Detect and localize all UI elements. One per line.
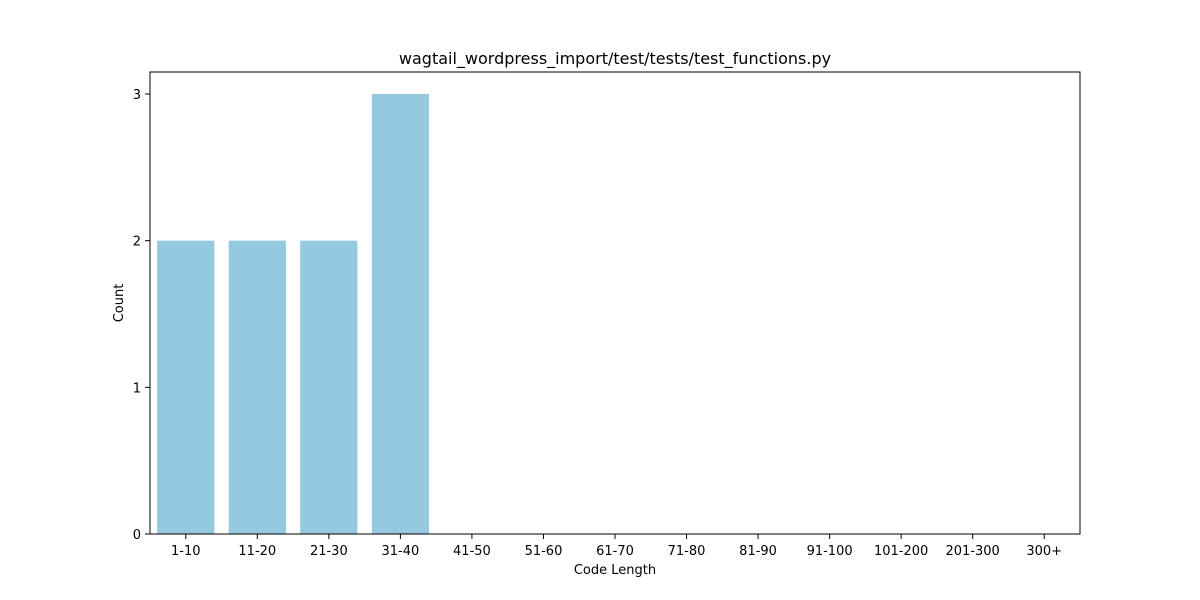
x-tick-label: 41-50 <box>453 544 491 559</box>
x-tick-label: 101-200 <box>874 544 928 559</box>
x-axis: 1-10 11-20 21-30 31-40 41-50 51-60 61-70 71-80 8… <box>171 534 1062 559</box>
y-tick-label: 3 <box>133 88 141 103</box>
bar-31-40 <box>371 94 429 534</box>
chart-title: wagtail_wordpress_import/test/tests/test… <box>399 49 831 69</box>
x-tick-label: 61-70 <box>596 544 634 559</box>
bar-1-10 <box>157 240 215 534</box>
bar-21-30 <box>300 240 358 534</box>
x-tick-label: 91-100 <box>807 544 853 559</box>
y-tick-label: 2 <box>133 235 141 250</box>
x-tick-label: 31-40 <box>381 544 419 559</box>
x-tick-label: 51-60 <box>525 544 563 559</box>
y-axis: 0 1 2 3 <box>133 88 150 543</box>
x-tick-label: 11-20 <box>238 544 276 559</box>
y-axis-label: Count <box>112 284 127 323</box>
x-tick-label: 1-10 <box>171 544 201 559</box>
x-axis-label: Code Length <box>574 563 656 578</box>
x-tick-label: 300+ <box>1026 544 1062 559</box>
y-tick-label: 0 <box>133 528 141 543</box>
x-tick-label: 71-80 <box>668 544 706 559</box>
x-tick-label: 201-300 <box>946 544 1000 559</box>
bars-group <box>157 94 429 534</box>
bar-11-20 <box>228 240 286 534</box>
y-tick-label: 1 <box>133 381 141 396</box>
x-tick-label: 21-30 <box>310 544 348 559</box>
x-tick-label: 81-90 <box>739 544 777 559</box>
